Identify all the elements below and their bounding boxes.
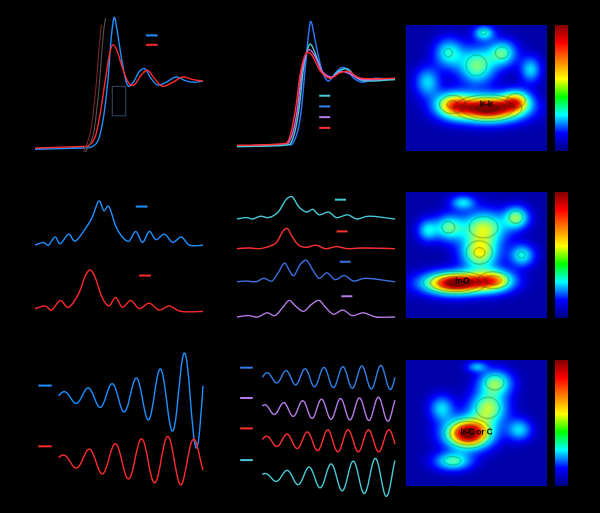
colorbar-ir-c xyxy=(555,360,568,486)
panel-ft-left xyxy=(34,190,204,328)
colorbar-ir-o xyxy=(555,192,568,318)
wavelet-ir-o-heatmap xyxy=(406,192,547,318)
k-mid-plot xyxy=(240,364,396,497)
panel-wavelet-ir-ir: Ir-Ir xyxy=(406,25,547,151)
ft-left-plot xyxy=(34,200,204,313)
panel-k-left xyxy=(35,352,204,496)
ft-mid-plot xyxy=(236,195,396,319)
wavelet-ir-c-heatmap xyxy=(406,360,547,486)
xanes-mid-plot xyxy=(236,20,396,148)
panel-wavelet-ir-c: Ir-C or C xyxy=(406,360,547,486)
panel-ft-mid xyxy=(236,190,396,328)
xanes-left-plot xyxy=(34,16,204,153)
panel-wavelet-ir-o: Ir-O xyxy=(406,192,547,318)
k-left-plot xyxy=(38,352,204,486)
wavelet-ir-ir-heatmap xyxy=(406,25,547,151)
colorbar-ir-ir xyxy=(555,25,568,151)
panel-xanes-left xyxy=(34,16,204,153)
panel-xanes-mid xyxy=(236,18,396,152)
panel-k-mid xyxy=(237,358,396,497)
